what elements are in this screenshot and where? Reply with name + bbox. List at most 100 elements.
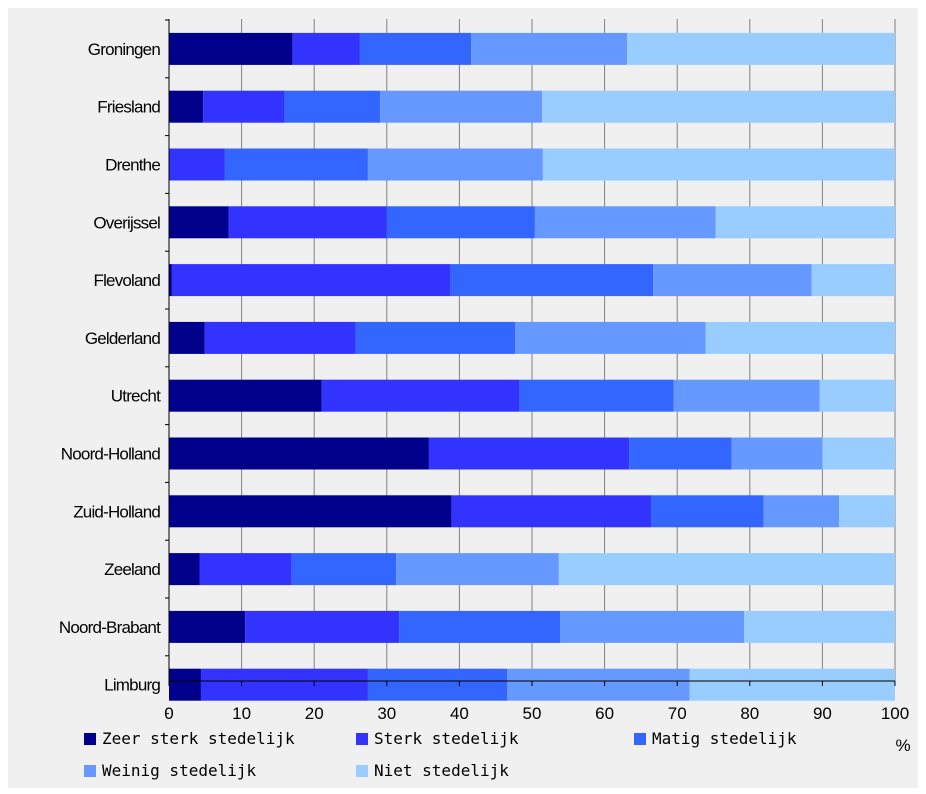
bar-noord-holland-series-3 (731, 437, 823, 470)
bar-noord-holland-series-4 (822, 437, 895, 470)
bars (169, 32, 895, 701)
bar-utrecht-series-1 (321, 379, 520, 412)
axes (165, 19, 896, 715)
bar-noord-brabant-series-3 (560, 610, 744, 643)
bar-zuid-holland-series-1 (451, 495, 652, 528)
bar-noord-brabant-series-1 (245, 610, 400, 643)
category-label: Utrecht (111, 387, 161, 406)
bar-utrecht-series-4 (819, 379, 895, 412)
legend-item: Matig stedelijk (634, 729, 797, 748)
legend-item: Niet stedelijk (356, 761, 509, 780)
x-tick-label: 20 (305, 704, 324, 723)
bar-flevoland-series-0 (169, 264, 172, 297)
legend-swatch (84, 764, 96, 777)
legend-item: Zeer sterk stedelijk (84, 729, 295, 748)
bar-drenthe-series-2 (224, 148, 368, 181)
bar-overijssel-series-4 (715, 206, 895, 239)
category-labels: Groningen Friesland Drenthe Overijssel Flevo… (59, 40, 162, 695)
legend-swatch (356, 764, 368, 777)
category-label: Gelderland (85, 329, 161, 348)
bar-friesland-series-2 (284, 90, 381, 123)
x-tick-label: 10 (232, 704, 251, 723)
bar-limburg-series-4 (689, 668, 895, 701)
x-tick-label: 50 (523, 704, 542, 723)
bar-zuid-holland-series-3 (763, 495, 840, 528)
legend-item: Sterk stedelijk (356, 729, 519, 748)
bar-overijssel-series-0 (169, 206, 229, 239)
bar-zuid-holland-series-4 (839, 495, 895, 528)
bar-friesland-series-3 (380, 90, 543, 123)
bar-flevoland-series-3 (653, 264, 812, 297)
category-label: Drenthe (105, 156, 160, 175)
bar-noord-brabant-series-2 (399, 610, 561, 643)
legend-label: Matig stedelijk (652, 729, 797, 748)
bar-gelderland-series-4 (705, 321, 895, 354)
x-tick-labels: 0 10 20 30 40 50 60 70 80 90 100 (164, 704, 909, 723)
bar-zeeland-series-3 (396, 553, 559, 586)
bar-flevoland-series-2 (450, 264, 654, 297)
legend-swatch (356, 732, 368, 745)
bar-groningen-series-3 (471, 32, 628, 65)
x-tick-label: 100 (881, 704, 909, 723)
x-tick-label: 90 (813, 704, 832, 723)
bar-limburg-series-3 (507, 668, 690, 701)
category-label: Noord-Holland (61, 445, 161, 464)
legend-swatch (634, 732, 646, 745)
bar-utrecht-series-2 (519, 379, 674, 412)
bar-zeeland-series-0 (169, 553, 200, 586)
bar-noord-brabant-series-4 (743, 610, 895, 643)
x-tick-label: 0 (164, 704, 173, 723)
legend-swatch (84, 732, 96, 745)
bar-zuid-holland-series-2 (651, 495, 764, 528)
category-label: Zuid-Holland (73, 502, 160, 521)
bar-drenthe-series-4 (542, 148, 895, 181)
bar-friesland-series-0 (169, 90, 204, 123)
bar-friesland-series-1 (203, 90, 285, 123)
bar-noord-brabant-series-0 (169, 610, 246, 643)
bar-friesland-series-4 (542, 90, 895, 123)
x-tick-label: 70 (668, 704, 687, 723)
bar-groningen-series-1 (292, 32, 360, 65)
bar-gelderland-series-2 (355, 321, 516, 354)
category-label: Groningen (88, 40, 161, 59)
bar-overijssel-series-2 (386, 206, 535, 239)
bar-zeeland-series-4 (558, 553, 895, 586)
bar-gelderland-series-3 (515, 321, 706, 354)
bar-limburg-series-1 (200, 668, 368, 701)
legend-label: Niet stedelijk (374, 761, 509, 780)
bar-drenthe-series-3 (367, 148, 543, 181)
bar-gelderland-series-0 (169, 321, 205, 354)
x-tick-label: 30 (377, 704, 396, 723)
category-label: Friesland (97, 98, 160, 117)
x-tick-label: 40 (450, 704, 469, 723)
category-label: Noord-Brabant (59, 618, 161, 637)
legend-label: Weinig stedelijk (102, 761, 257, 780)
bar-overijssel-series-1 (228, 206, 387, 239)
bar-zuid-holland-series-0 (169, 495, 452, 528)
bar-groningen-series-0 (169, 32, 293, 65)
x-tick-label: 60 (595, 704, 614, 723)
bar-groningen-series-4 (627, 32, 895, 65)
bar-flevoland-series-4 (811, 264, 895, 297)
category-label: Overijssel (93, 213, 160, 232)
legend-item: Weinig stedelijk (84, 761, 256, 780)
unit-label: % (895, 736, 910, 755)
bar-drenthe-series-1 (169, 148, 225, 181)
legend-label: Zeer sterk stedelijk (102, 729, 295, 748)
bar-utrecht-series-3 (673, 379, 820, 412)
bar-gelderland-series-1 (204, 321, 356, 354)
bar-overijssel-series-3 (534, 206, 716, 239)
category-label: Zeeland (104, 560, 160, 579)
bar-zeeland-series-2 (291, 553, 397, 586)
bar-noord-holland-series-0 (169, 437, 429, 470)
bar-groningen-series-2 (359, 32, 472, 65)
legend-label: Sterk stedelijk (374, 729, 519, 748)
category-label: Limburg (104, 676, 160, 695)
bar-noord-holland-series-1 (428, 437, 630, 470)
bar-utrecht-series-0 (169, 379, 322, 412)
bar-limburg-series-2 (367, 668, 508, 701)
category-label: Flevoland (93, 271, 160, 290)
bar-limburg-series-0 (169, 668, 201, 701)
bar-zeeland-series-1 (199, 553, 292, 586)
